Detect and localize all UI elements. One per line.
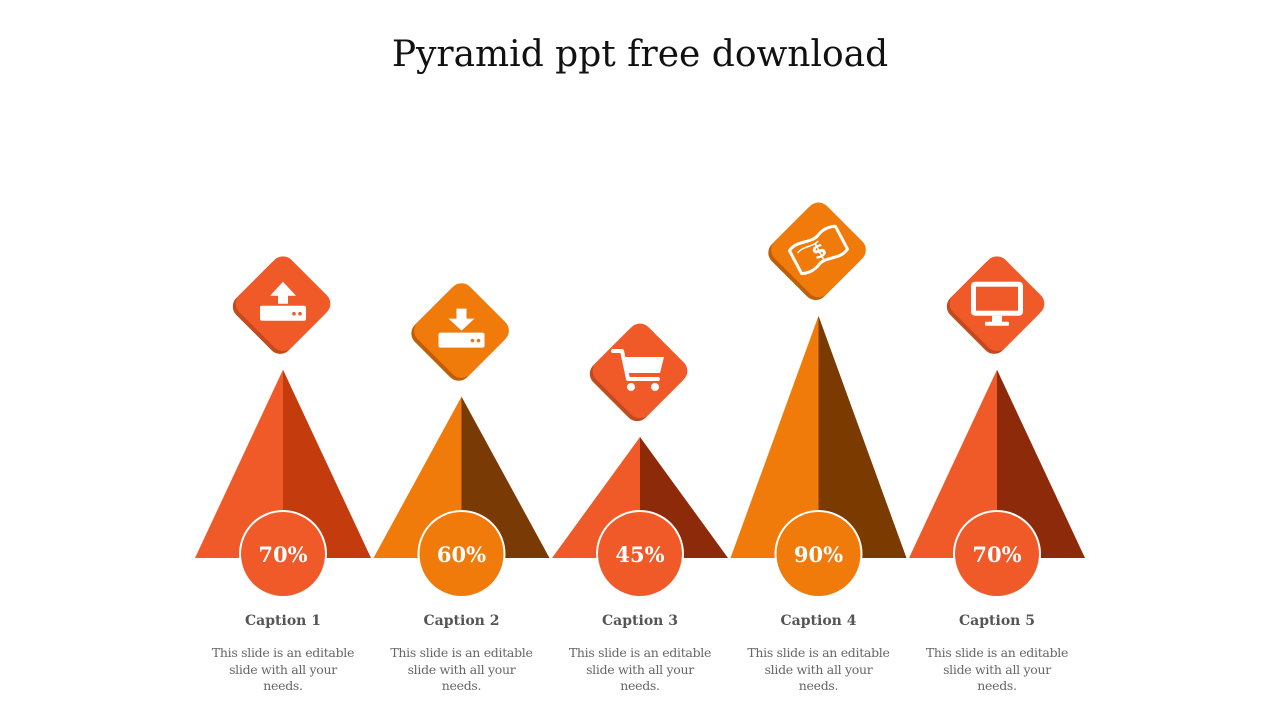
value-label: 60% bbox=[437, 542, 486, 567]
value-circle bbox=[955, 512, 1039, 596]
value-circle bbox=[419, 512, 504, 596]
caption-description: This slide is an editable slide with all… bbox=[747, 645, 890, 693]
diamond-badge bbox=[589, 323, 688, 422]
value-label: 90% bbox=[794, 542, 843, 567]
caption-description: This slide is an editable slide with all… bbox=[925, 645, 1069, 693]
pyramid-1 bbox=[195, 369, 371, 558]
caption-description: This slide is an editable slide with all… bbox=[211, 645, 355, 693]
caption-description: This slide is an editable slide with all… bbox=[568, 645, 712, 693]
value-circle bbox=[776, 512, 861, 596]
caption-title: Caption 5 bbox=[959, 613, 1035, 629]
caption-description: This slide is an editable slide with all… bbox=[390, 645, 533, 693]
diamond-badge bbox=[411, 283, 509, 381]
upload-icon bbox=[260, 281, 306, 321]
caption-title: Caption 3 bbox=[602, 613, 678, 629]
page-title: Pyramid ppt free download bbox=[391, 34, 889, 75]
value-label: 70% bbox=[972, 542, 1021, 567]
pyramid-face-left bbox=[195, 369, 283, 558]
pyramid-face-right bbox=[283, 369, 371, 558]
download-icon bbox=[438, 308, 485, 348]
diamond-badge bbox=[232, 256, 331, 354]
caption-title: Caption 2 bbox=[423, 613, 500, 629]
pyramid-4 bbox=[730, 315, 907, 558]
caption-title: Caption 4 bbox=[780, 613, 857, 629]
value-label: 45% bbox=[615, 542, 664, 567]
diamond-badge bbox=[946, 256, 1045, 354]
caption-title: Caption 1 bbox=[245, 613, 321, 629]
value-label: 70% bbox=[258, 542, 307, 567]
shopping-cart-icon bbox=[611, 348, 664, 391]
monitor-icon bbox=[971, 281, 1023, 326]
pyramid-face-right bbox=[818, 315, 907, 558]
pyramid-face-left bbox=[730, 315, 819, 558]
value-circle bbox=[241, 512, 325, 596]
pyramid-5 bbox=[909, 369, 1085, 558]
pyramid-face-left bbox=[909, 369, 997, 558]
diamond-badge: $ bbox=[768, 202, 866, 301]
pyramid-face-right bbox=[997, 369, 1085, 558]
value-circle bbox=[598, 512, 682, 596]
